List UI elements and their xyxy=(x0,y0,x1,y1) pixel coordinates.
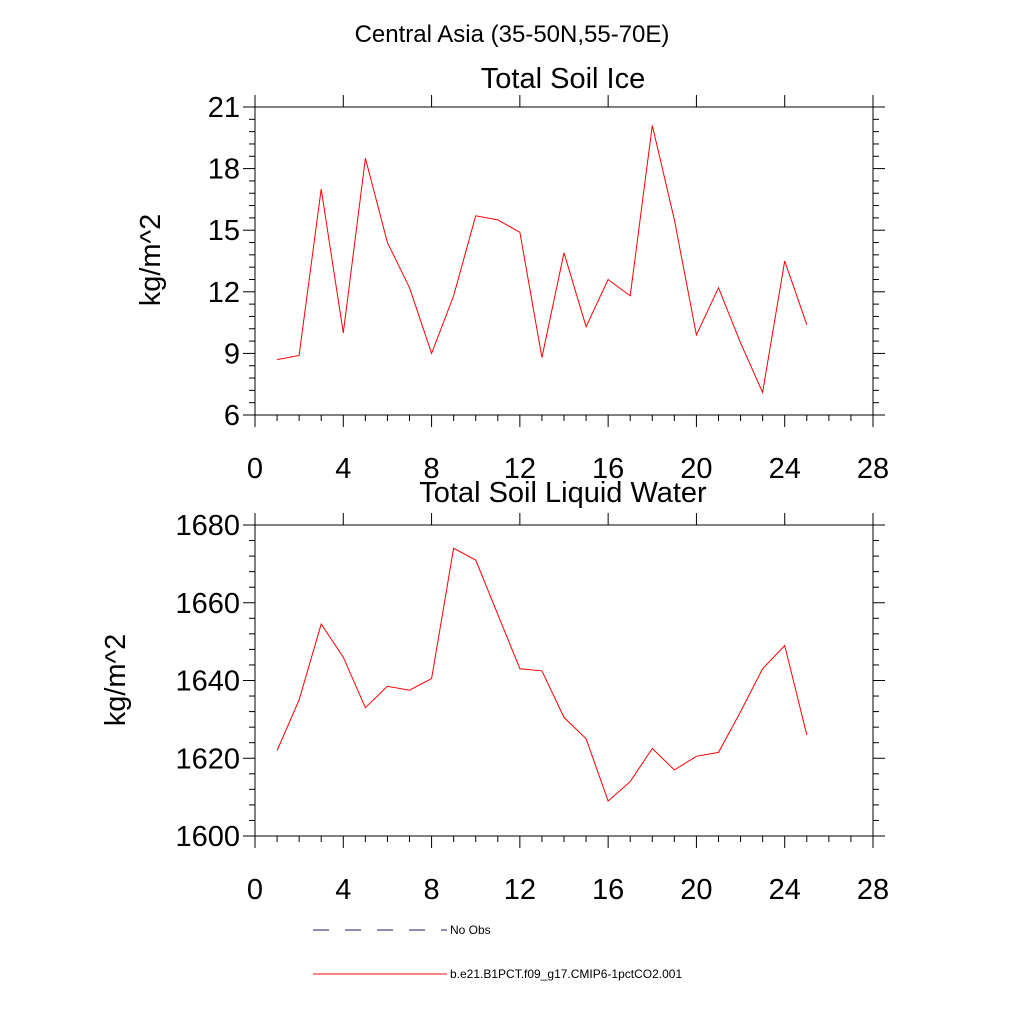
data-point xyxy=(519,668,521,670)
data-point xyxy=(695,755,697,757)
data-point xyxy=(718,287,720,289)
data-point xyxy=(276,749,278,751)
data-point xyxy=(762,668,764,670)
data-point xyxy=(320,188,322,190)
y-tick-label: 1660 xyxy=(175,588,240,620)
data-point xyxy=(607,800,609,802)
legend-label-model: b.e21.B1PCT.f09_g17.CMIP6-1pctCO2.001 xyxy=(450,967,682,981)
y-tick-label: 6 xyxy=(224,400,240,432)
y-tick-label: 12 xyxy=(208,277,240,309)
x-tick-label: 20 xyxy=(680,874,712,906)
data-point xyxy=(276,359,278,361)
data-point xyxy=(519,231,521,233)
data-point xyxy=(475,559,477,561)
soil-ice-panel: Total Soil Ice kg/m^2 0 4 8 12 16 20 24 28 6 9 12 1… xyxy=(135,63,889,485)
series-line xyxy=(277,125,808,395)
data-point xyxy=(651,124,653,126)
data-point xyxy=(718,751,720,753)
y-axis-label: kg/m^2 xyxy=(100,634,132,727)
data-point xyxy=(298,354,300,356)
x-tick-label: 8 xyxy=(424,874,440,906)
y-tick-label: 15 xyxy=(208,215,240,247)
data-point xyxy=(431,352,433,354)
panel-title: Total Soil Ice xyxy=(481,63,645,95)
data-point xyxy=(806,734,808,736)
data-point xyxy=(386,685,388,687)
figure-title: Central Asia (35-50N,55-70E) xyxy=(355,21,670,48)
legend: No Obs b.e21.B1PCT.f09_g17.CMIP6-1pctCO2… xyxy=(313,923,682,981)
y-tick-label: 1620 xyxy=(175,743,240,775)
x-tick-label: 20 xyxy=(680,453,712,485)
data-point xyxy=(585,738,587,740)
data-point xyxy=(298,699,300,701)
data-point xyxy=(563,252,565,254)
series-line xyxy=(276,547,808,802)
data-point xyxy=(431,678,433,680)
data-point xyxy=(673,769,675,771)
data-point xyxy=(409,689,411,691)
x-tick-label: 16 xyxy=(592,453,624,485)
plot-frame xyxy=(254,524,874,837)
legend-label-no-obs: No Obs xyxy=(450,923,491,937)
data-point xyxy=(320,623,322,625)
data-point xyxy=(409,287,411,289)
data-point xyxy=(541,357,543,359)
data-point xyxy=(651,748,653,750)
data-point xyxy=(497,613,499,615)
panel-title: Total Soil Liquid Water xyxy=(419,477,707,509)
y-tick-label: 1640 xyxy=(175,666,240,698)
data-point xyxy=(475,215,477,217)
x-tick-label: 16 xyxy=(592,874,624,906)
x-tick-label: 0 xyxy=(247,453,263,485)
data-point xyxy=(386,242,388,244)
y-tick-label: 21 xyxy=(208,92,240,124)
x-tick-label: 0 xyxy=(247,874,263,906)
soil-liquid-water-panel: Total Soil Liquid Water kg/m^2 0 4 8 12 16 20… xyxy=(100,477,889,906)
data-point xyxy=(784,645,786,647)
plot-frame xyxy=(254,106,874,416)
y-tick-label: 1600 xyxy=(175,821,240,853)
data-point xyxy=(497,219,499,221)
data-point xyxy=(563,716,565,718)
data-point xyxy=(695,334,697,336)
data-point xyxy=(342,656,344,658)
x-tick-label: 4 xyxy=(335,874,351,906)
data-point xyxy=(784,260,786,262)
y-tick-label: 1680 xyxy=(175,510,240,542)
x-tick-label: 24 xyxy=(769,874,801,906)
y-axis-label: kg/m^2 xyxy=(135,214,167,307)
data-point xyxy=(673,219,675,221)
y-tick-label: 9 xyxy=(224,338,240,370)
data-point xyxy=(740,342,742,344)
data-point xyxy=(453,547,455,549)
data-point xyxy=(740,711,742,713)
data-point xyxy=(364,157,366,159)
x-tick-label: 28 xyxy=(857,874,889,906)
x-tick-label: 8 xyxy=(424,453,440,485)
data-point xyxy=(762,391,764,393)
data-point xyxy=(607,278,609,280)
x-tick-label: 28 xyxy=(857,453,889,485)
x-tick-label: 24 xyxy=(769,453,801,485)
data-point xyxy=(585,326,587,328)
x-tick-label: 4 xyxy=(335,453,351,485)
data-point xyxy=(806,324,808,326)
data-point xyxy=(342,332,344,334)
data-point xyxy=(629,781,631,783)
x-tick-label: 12 xyxy=(504,453,536,485)
data-point xyxy=(629,295,631,297)
data-point xyxy=(453,295,455,297)
data-point xyxy=(541,670,543,672)
y-tick-label: 18 xyxy=(208,154,240,186)
x-tick-label: 12 xyxy=(504,874,536,906)
data-point xyxy=(364,707,366,709)
